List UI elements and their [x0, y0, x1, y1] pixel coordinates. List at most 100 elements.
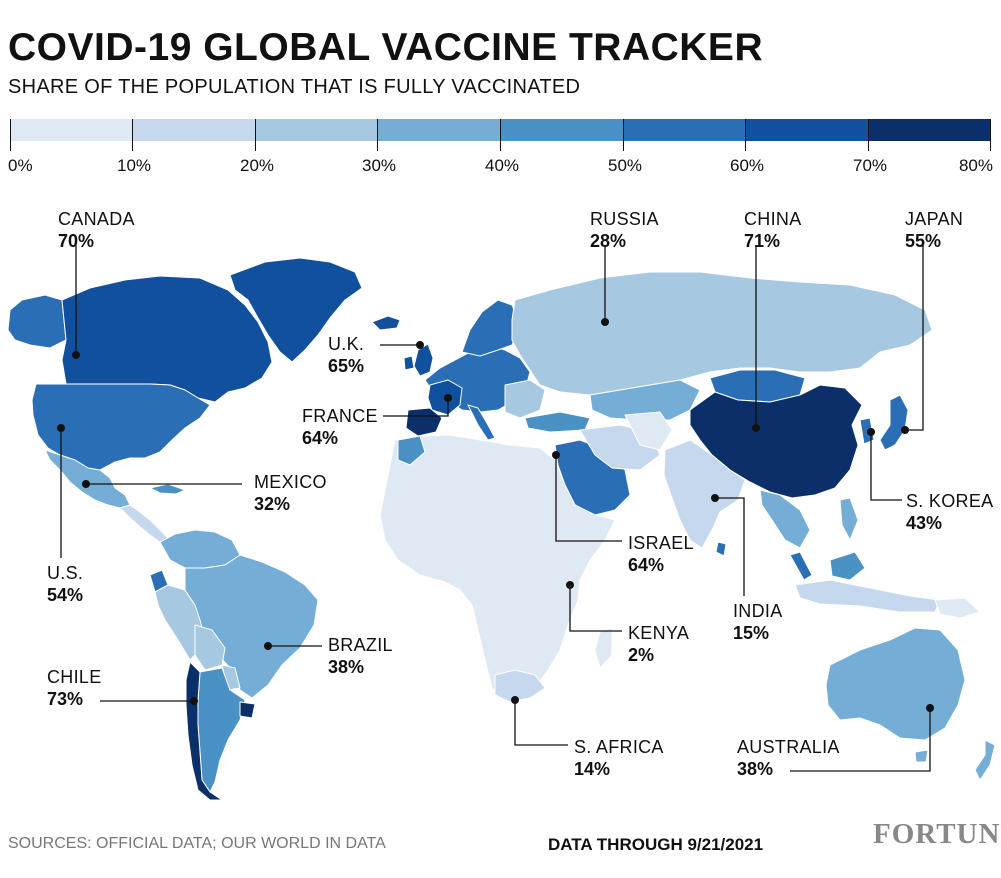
legend-tick-line [132, 119, 133, 151]
tasmania-shape [914, 749, 929, 763]
callout-name: AUSTRALIA [737, 737, 840, 757]
skorea-leader-line [870, 432, 902, 501]
callout-israel: ISRAEL 64% [628, 532, 694, 576]
madagascar-shape [594, 627, 613, 669]
afghanistan-shape [624, 411, 673, 451]
callout-value: 15% [733, 623, 770, 643]
safrica-dot [511, 696, 519, 704]
borneo-shape [829, 551, 866, 581]
callout-us: U.S. 54% [47, 562, 83, 606]
callout-name: KENYA [628, 623, 690, 643]
callout-chile: CHILE 73% [47, 666, 102, 710]
greenland-shape [229, 257, 363, 363]
legend-swatch-30-40 [377, 119, 501, 141]
callout-brazil: BRAZIL 38% [328, 634, 393, 678]
ireland-shape [403, 355, 415, 371]
callout-name: FRANCE [302, 406, 378, 426]
callout-name: S. AFRICA [574, 737, 664, 757]
fortune-logo: FORTUNE [873, 818, 1001, 850]
legend-tick-line [10, 119, 11, 151]
callout-australia: AUSTRALIA 38% [737, 736, 840, 780]
callout-safrica: S. AFRICA 14% [574, 736, 664, 780]
legend-tick-line [990, 119, 991, 151]
legend-tick-line [745, 119, 746, 151]
russia-shape [511, 271, 933, 396]
kenya-dot [566, 581, 574, 589]
legend-tick-label: 60% [729, 156, 765, 175]
legend-tick-line [255, 119, 256, 151]
legend-tick-label: 40% [484, 156, 520, 175]
south-africa-shape [494, 669, 546, 703]
data-date-note: DATA THROUGH 9/21/2021 [548, 835, 764, 854]
israel-dot [552, 451, 560, 459]
callout-value: 64% [628, 555, 665, 575]
legend-swatch-60-70 [745, 119, 869, 141]
callout-name: U.K. [328, 334, 365, 354]
france-leader-line [383, 398, 449, 417]
callout-value: 32% [254, 494, 291, 514]
central-america-shape [119, 504, 169, 543]
kenya-leader-line [569, 585, 622, 632]
australia-dot [926, 704, 934, 712]
legend-tick-line [500, 119, 501, 151]
callout-skorea: S. KOREA 43% [906, 490, 993, 534]
canada-shape [61, 275, 273, 403]
italy-shape [467, 404, 496, 441]
callout-value: 2% [628, 645, 655, 665]
callout-france: FRANCE 64% [302, 405, 378, 449]
india-leader-line [715, 497, 745, 596]
legend-swatch-10-20 [132, 119, 256, 141]
legend-tick-label: 80% [958, 156, 993, 175]
legend-tick-line [377, 119, 378, 151]
sources-note: SOURCES: OFFICIAL DATA; OUR WORLD IN DAT… [8, 835, 386, 852]
legend-tick-label: 20% [239, 156, 275, 175]
mexico-dot [82, 480, 90, 488]
legend-tick-label: 0% [8, 156, 33, 175]
callout-name: S. KOREA [906, 491, 994, 511]
japan-shape [879, 394, 909, 451]
israel-leader-line [555, 455, 622, 542]
callout-name: INDIA [733, 601, 783, 621]
callout-india: INDIA 15% [733, 600, 783, 644]
legend-swatch-0-10 [10, 119, 133, 141]
callout-value: 71% [744, 231, 781, 251]
callout-kenya: KENYA 2% [628, 622, 689, 666]
callout-value: 38% [737, 759, 774, 779]
legend-tick-label: 50% [607, 156, 643, 175]
callout-value: 43% [906, 513, 943, 533]
callout-canada: CANADA 70% [58, 208, 135, 252]
australia-shape [825, 627, 966, 741]
sri-lanka-shape [715, 541, 727, 557]
page-subtitle: SHARE OF THE POPULATION THAT IS FULLY VA… [8, 76, 581, 98]
scandinavia-shape [461, 299, 521, 357]
callout-china: CHINA 71% [744, 208, 802, 252]
india-dot [711, 494, 719, 502]
legend-swatch-70-80 [868, 119, 991, 141]
usa-shape [31, 383, 211, 471]
legend-tick-line [868, 119, 869, 151]
france-dot [444, 394, 452, 402]
australia-leader-line [790, 708, 931, 772]
india-shape [663, 439, 746, 549]
callout-value: 54% [47, 585, 84, 605]
southeast-asia-shape [759, 489, 811, 549]
world-map [7, 245, 996, 801]
page-title: COVID-19 GLOBAL VACCINE TRACKER [8, 26, 764, 69]
safrica-leader-line [514, 700, 568, 746]
legend-swatch-40-50 [500, 119, 624, 141]
japan-leader-line [905, 245, 924, 431]
uk-dot [416, 341, 424, 349]
legend-swatch-50-60 [623, 119, 746, 141]
eastern-europe-shape [504, 379, 546, 419]
chile-dot [190, 697, 198, 705]
legend-tick-label: 10% [116, 156, 152, 175]
us-dot [57, 424, 65, 432]
malaysia-shape [789, 551, 813, 581]
legend-tick-line [623, 119, 624, 151]
philippines-shape [839, 497, 859, 541]
iberia-shape [405, 407, 443, 437]
new-zealand-shape [974, 739, 996, 781]
callout-japan: JAPAN 55% [905, 208, 963, 252]
legend-swatch-20-30 [255, 119, 378, 141]
callout-name: U.S. [47, 563, 84, 583]
